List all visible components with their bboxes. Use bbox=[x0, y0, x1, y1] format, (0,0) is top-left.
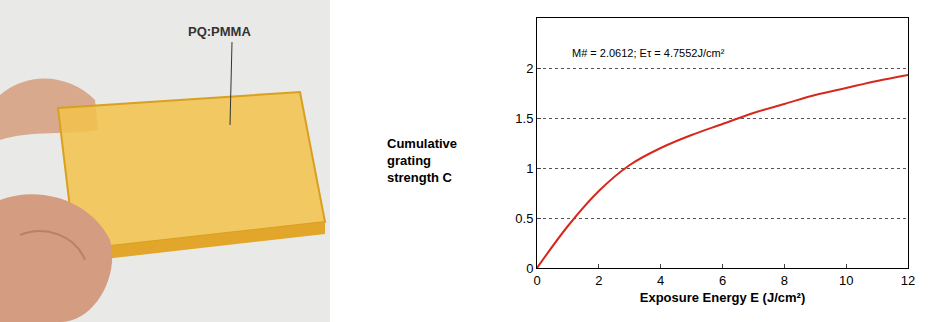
svg-text:2: 2 bbox=[526, 61, 533, 76]
svg-text:2: 2 bbox=[595, 273, 602, 288]
svg-text:8: 8 bbox=[781, 273, 788, 288]
svg-text:0.5: 0.5 bbox=[515, 211, 533, 226]
svg-text:0: 0 bbox=[526, 261, 533, 276]
svg-text:M# = 2.0612; Eτ = 4.7552J/cm²: M# = 2.0612; Eτ = 4.7552J/cm² bbox=[572, 47, 725, 59]
svg-text:PQ:PMMA: PQ:PMMA bbox=[188, 24, 251, 39]
svg-text:6: 6 bbox=[719, 273, 726, 288]
svg-text:4: 4 bbox=[657, 273, 664, 288]
svg-text:1: 1 bbox=[526, 161, 533, 176]
svg-text:12: 12 bbox=[901, 273, 915, 288]
svg-text:0: 0 bbox=[533, 273, 540, 288]
svg-text:10: 10 bbox=[839, 273, 853, 288]
svg-text:Cumulativegratingstrength C: Cumulativegratingstrength C bbox=[387, 136, 457, 185]
svg-text:Exposure Energy E (J/cm²): Exposure Energy E (J/cm²) bbox=[640, 290, 805, 305]
svg-text:1.5: 1.5 bbox=[515, 111, 533, 126]
